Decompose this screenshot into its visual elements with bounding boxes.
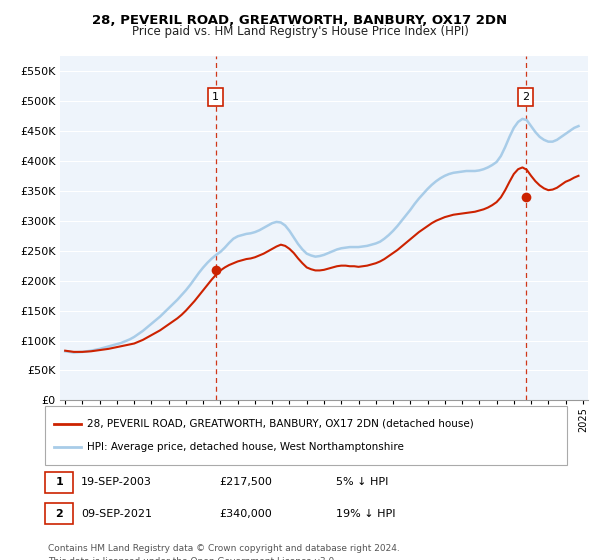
Text: Price paid vs. HM Land Registry's House Price Index (HPI): Price paid vs. HM Land Registry's House … [131, 25, 469, 38]
Text: 2: 2 [55, 508, 63, 519]
Text: £340,000: £340,000 [219, 508, 272, 519]
Text: 1: 1 [55, 477, 63, 487]
Text: 28, PEVERIL ROAD, GREATWORTH, BANBURY, OX17 2DN: 28, PEVERIL ROAD, GREATWORTH, BANBURY, O… [92, 14, 508, 27]
Text: 19% ↓ HPI: 19% ↓ HPI [336, 508, 395, 519]
Text: 1: 1 [212, 92, 219, 102]
Text: 09-SEP-2021: 09-SEP-2021 [81, 508, 152, 519]
Text: 28, PEVERIL ROAD, GREATWORTH, BANBURY, OX17 2DN (detached house): 28, PEVERIL ROAD, GREATWORTH, BANBURY, O… [87, 419, 474, 429]
Text: £217,500: £217,500 [219, 477, 272, 487]
Text: 19-SEP-2003: 19-SEP-2003 [81, 477, 152, 487]
Text: Contains HM Land Registry data © Crown copyright and database right 2024.
This d: Contains HM Land Registry data © Crown c… [48, 544, 400, 560]
Text: HPI: Average price, detached house, West Northamptonshire: HPI: Average price, detached house, West… [87, 442, 404, 452]
Text: 5% ↓ HPI: 5% ↓ HPI [336, 477, 388, 487]
Text: 2: 2 [522, 92, 529, 102]
